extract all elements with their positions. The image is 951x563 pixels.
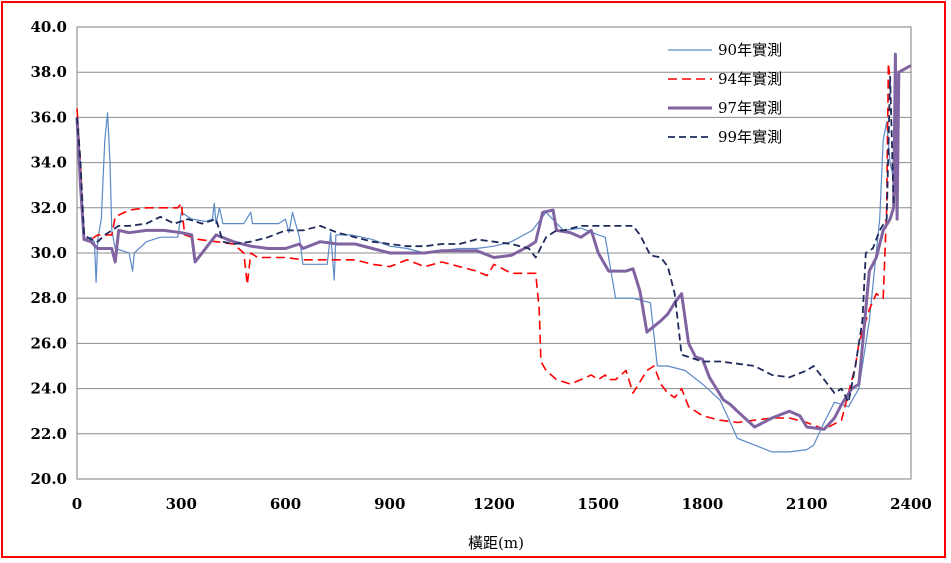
y-tick-label: 32.0	[30, 199, 67, 217]
y-tick-label: 24.0	[30, 380, 67, 398]
plot-border	[76, 26, 912, 480]
y-tick-label: 26.0	[30, 334, 67, 352]
series-line-2	[76, 62, 891, 431]
y-tick-label: 28.0	[30, 289, 67, 307]
x-tick-label: 1500	[577, 495, 619, 513]
y-tick-label: 36.0	[30, 108, 67, 126]
grid-lines	[77, 71, 911, 435]
legend-label-4: 99年實測	[718, 128, 782, 146]
series-line-4	[76, 75, 895, 404]
x-tick-label: 2400	[890, 495, 932, 513]
x-tick-label: 2100	[786, 495, 828, 513]
legend: 90年實測 94年實測 97年實測 99年實測	[668, 41, 782, 146]
y-tick-label: 22.0	[30, 425, 67, 443]
x-tick-label: 600	[270, 495, 301, 513]
legend-label-2: 94年實測	[718, 70, 782, 88]
x-axis-title: 橫距(m)	[468, 534, 524, 552]
series-line-1	[76, 112, 898, 453]
x-tick-label: 1800	[682, 495, 724, 513]
legend-label-3: 97年實測	[718, 99, 782, 117]
y-tick-label: 34.0	[30, 154, 67, 172]
y-tick-label: 38.0	[30, 63, 67, 81]
series-line-3	[75, 52, 912, 431]
y-tick-label: 40.0	[30, 18, 67, 36]
x-tick-label: 900	[374, 495, 405, 513]
plot-area	[76, 26, 912, 480]
x-tick-label: 1200	[473, 495, 515, 513]
y-axis: 20.0 22.0 24.0 26.0 28.0 30.0 32.0 34.0 36.0 38.0…	[30, 18, 67, 488]
x-axis: 0 300 600 900 1200 1500 1800 2100 2400	[72, 495, 932, 513]
series-layer	[75, 52, 912, 453]
x-tick-label: 300	[166, 495, 197, 513]
legend-label-1: 90年實測	[718, 41, 782, 59]
y-tick-label: 20.0	[30, 470, 67, 488]
x-tick-label: 0	[72, 495, 82, 513]
y-tick-label: 30.0	[30, 244, 67, 262]
